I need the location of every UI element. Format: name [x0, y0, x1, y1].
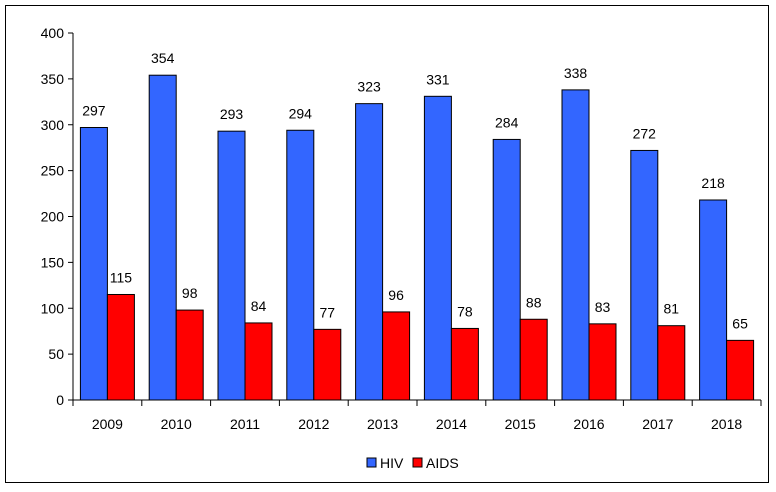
- bar-hiv-2014: [423, 95, 452, 401]
- data-label-hiv-2010: 354: [151, 50, 175, 66]
- data-label-aids-2018: 65: [732, 315, 748, 331]
- bar-aids-2012: [313, 328, 342, 401]
- x-tick-label: 2015: [505, 416, 536, 432]
- legend-label-hiv: HIV: [380, 455, 404, 471]
- y-tick-label: 200: [41, 209, 65, 225]
- data-label-hiv-2014: 331: [426, 71, 450, 87]
- legend-swatch-hiv: [366, 457, 377, 468]
- bar-hiv-2013: [355, 103, 384, 401]
- y-axis: 0 50 100 150 200 250 300 350 400: [41, 25, 74, 408]
- x-axis: 2009 2010 2011 2012 2013 2014 2015 2016 2017 2018: [72, 399, 762, 432]
- legend-swatch-aids: [412, 457, 423, 468]
- y-tick-label: 50: [48, 346, 64, 362]
- data-label-hiv-2011: 293: [220, 106, 244, 122]
- data-label-aids-2009: 115: [110, 269, 133, 285]
- data-label-aids-2016: 83: [595, 299, 611, 315]
- bar-hiv-2017: [630, 149, 659, 401]
- y-tick-label: 100: [41, 300, 65, 316]
- data-label-aids-2014: 78: [457, 303, 473, 319]
- bars: [79, 74, 755, 401]
- y-tick-label: 400: [41, 25, 65, 41]
- x-tick-label: 2014: [436, 416, 467, 432]
- data-label-aids-2013: 96: [388, 287, 404, 303]
- bar-hiv-2016: [561, 89, 590, 401]
- bar-hiv-2010: [148, 74, 177, 401]
- bar-hiv-2011: [217, 130, 246, 401]
- y-tick-label: 350: [41, 71, 65, 87]
- y-tick-label: 150: [41, 254, 65, 270]
- x-tick-label: 2013: [367, 416, 398, 432]
- data-label-aids-2010: 98: [182, 285, 198, 301]
- bar-hiv-2015: [492, 138, 521, 401]
- data-label-hiv-2013: 323: [357, 79, 381, 95]
- y-tick-label: 300: [41, 117, 65, 133]
- bar-aids-2017: [657, 325, 686, 401]
- data-label-aids-2015: 88: [526, 294, 542, 310]
- legend: HIV AIDS: [366, 455, 459, 471]
- bar-aids-2013: [382, 311, 411, 401]
- data-label-aids-2017: 81: [664, 301, 680, 317]
- data-label-hiv-2012: 294: [289, 105, 313, 121]
- bar-aids-2011: [244, 322, 273, 401]
- y-tick-label: 0: [56, 392, 64, 408]
- data-label-hiv-2017: 272: [633, 125, 657, 141]
- x-tick-label: 2012: [298, 416, 329, 432]
- data-label-hiv-2009: 297: [82, 103, 106, 119]
- bar-aids-2018: [726, 339, 755, 401]
- x-tick-label: 2016: [573, 416, 604, 432]
- x-tick-label: 2010: [161, 416, 192, 432]
- bar-aids-2014: [450, 327, 479, 401]
- bar-hiv-2009: [79, 127, 108, 401]
- bar-aids-2009: [106, 293, 135, 401]
- data-label-hiv-2016: 338: [564, 65, 588, 81]
- data-label-aids-2012: 77: [320, 304, 336, 320]
- data-label-hiv-2018: 218: [701, 175, 725, 191]
- bar-hiv-2012: [286, 129, 315, 401]
- legend-label-aids: AIDS: [426, 455, 459, 471]
- bar-aids-2010: [175, 309, 204, 401]
- data-label-aids-2011: 84: [251, 298, 267, 314]
- y-tick-label: 250: [41, 163, 65, 179]
- data-labels: 297 354 293 294 323 331 284 338 272 218 115 98 84 77 9…: [82, 50, 748, 331]
- x-tick-label: 2018: [711, 416, 742, 432]
- x-tick-label: 2017: [642, 416, 673, 432]
- data-label-hiv-2015: 284: [495, 114, 519, 130]
- bar-aids-2016: [588, 323, 617, 401]
- bar-aids-2015: [519, 318, 548, 401]
- bar-hiv-2018: [699, 199, 728, 401]
- x-tick-label: 2011: [230, 416, 260, 432]
- x-tick-label: 2009: [92, 416, 123, 432]
